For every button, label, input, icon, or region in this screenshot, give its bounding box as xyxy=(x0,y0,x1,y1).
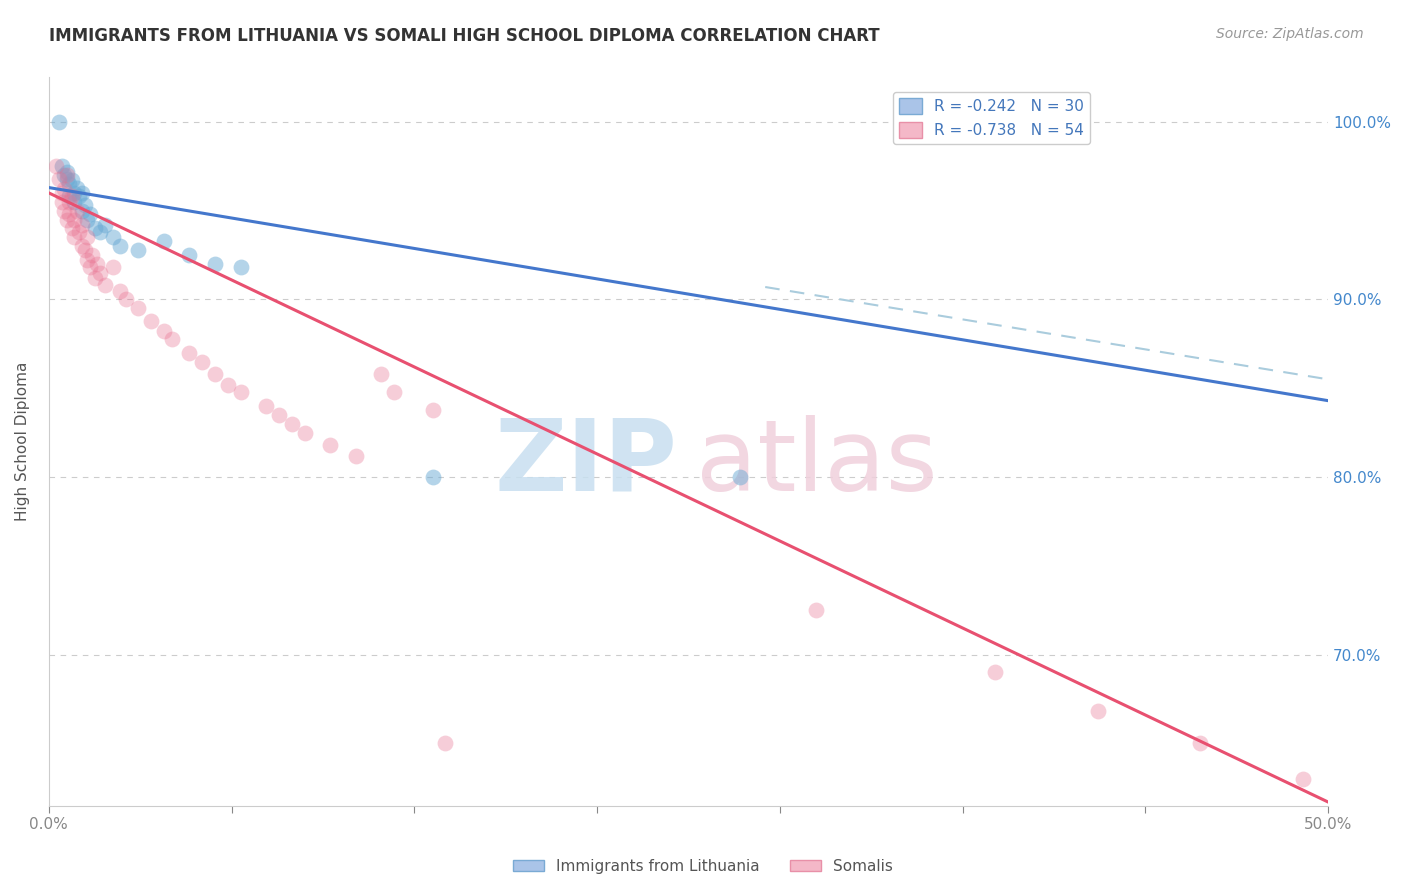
Point xyxy=(89,225,111,239)
Point xyxy=(127,301,149,316)
Point xyxy=(55,168,77,182)
Point xyxy=(139,314,162,328)
Point xyxy=(53,203,76,218)
Point xyxy=(70,203,93,218)
Point xyxy=(66,203,89,218)
Text: IMMIGRANTS FROM LITHUANIA VS SOMALI HIGH SCHOOL DIPLOMA CORRELATION CHART: IMMIGRANTS FROM LITHUANIA VS SOMALI HIGH… xyxy=(49,27,880,45)
Point xyxy=(179,248,201,262)
Point xyxy=(79,207,101,221)
Point xyxy=(204,367,226,381)
Point xyxy=(73,243,96,257)
Point xyxy=(110,284,132,298)
Point xyxy=(58,194,80,209)
Point xyxy=(434,736,457,750)
Point xyxy=(70,186,93,200)
Point xyxy=(254,399,277,413)
Point xyxy=(76,212,98,227)
Point xyxy=(422,470,444,484)
Point xyxy=(1087,705,1109,719)
Point xyxy=(45,159,67,173)
Point xyxy=(984,665,1007,680)
Point xyxy=(63,186,86,200)
Point xyxy=(110,239,132,253)
Point xyxy=(281,417,304,431)
Point xyxy=(53,168,76,182)
Legend: R = -0.242   N = 30, R = -0.738   N = 54: R = -0.242 N = 30, R = -0.738 N = 54 xyxy=(893,93,1090,145)
Point xyxy=(76,230,98,244)
Point xyxy=(319,438,342,452)
Point xyxy=(217,377,239,392)
Point xyxy=(267,408,290,422)
Point xyxy=(806,603,828,617)
Point xyxy=(94,278,117,293)
Point xyxy=(229,384,252,399)
Point xyxy=(160,331,183,345)
Point xyxy=(179,345,201,359)
Text: atlas: atlas xyxy=(696,415,938,512)
Point xyxy=(382,384,405,399)
Point xyxy=(58,189,80,203)
Point xyxy=(101,230,124,244)
Point xyxy=(344,449,367,463)
Point xyxy=(73,198,96,212)
Point xyxy=(55,164,77,178)
Point xyxy=(728,470,751,484)
Point xyxy=(370,367,392,381)
Point xyxy=(82,248,104,262)
Point xyxy=(70,239,93,253)
Point xyxy=(294,425,316,440)
Legend: Immigrants from Lithuania, Somalis: Immigrants from Lithuania, Somalis xyxy=(508,853,898,880)
Point xyxy=(1189,736,1212,750)
Point xyxy=(66,180,89,194)
Text: ZIP: ZIP xyxy=(495,415,678,512)
Point xyxy=(55,171,77,186)
Point xyxy=(51,186,73,200)
Point xyxy=(58,207,80,221)
Point xyxy=(53,182,76,196)
Point xyxy=(60,173,83,187)
Point xyxy=(51,194,73,209)
Point xyxy=(422,402,444,417)
Text: Source: ZipAtlas.com: Source: ZipAtlas.com xyxy=(1216,27,1364,41)
Point xyxy=(83,271,105,285)
Point xyxy=(229,260,252,275)
Point xyxy=(204,257,226,271)
Point xyxy=(63,194,86,209)
Point xyxy=(83,221,105,235)
Point xyxy=(48,115,70,129)
Point xyxy=(1291,772,1313,786)
Point xyxy=(63,212,86,227)
Point xyxy=(101,260,124,275)
Point xyxy=(94,218,117,232)
Point xyxy=(79,260,101,275)
Point xyxy=(69,189,91,203)
Point xyxy=(63,230,86,244)
Point xyxy=(60,221,83,235)
Point xyxy=(76,253,98,268)
Point xyxy=(153,234,176,248)
Point xyxy=(191,354,214,368)
Point xyxy=(114,293,136,307)
Y-axis label: High School Diploma: High School Diploma xyxy=(15,362,30,521)
Point xyxy=(51,159,73,173)
Point xyxy=(48,171,70,186)
Point xyxy=(55,212,77,227)
Point xyxy=(86,257,108,271)
Point xyxy=(60,189,83,203)
Point xyxy=(127,243,149,257)
Point xyxy=(69,225,91,239)
Point xyxy=(70,218,93,232)
Point xyxy=(58,177,80,191)
Point xyxy=(89,266,111,280)
Point xyxy=(153,325,176,339)
